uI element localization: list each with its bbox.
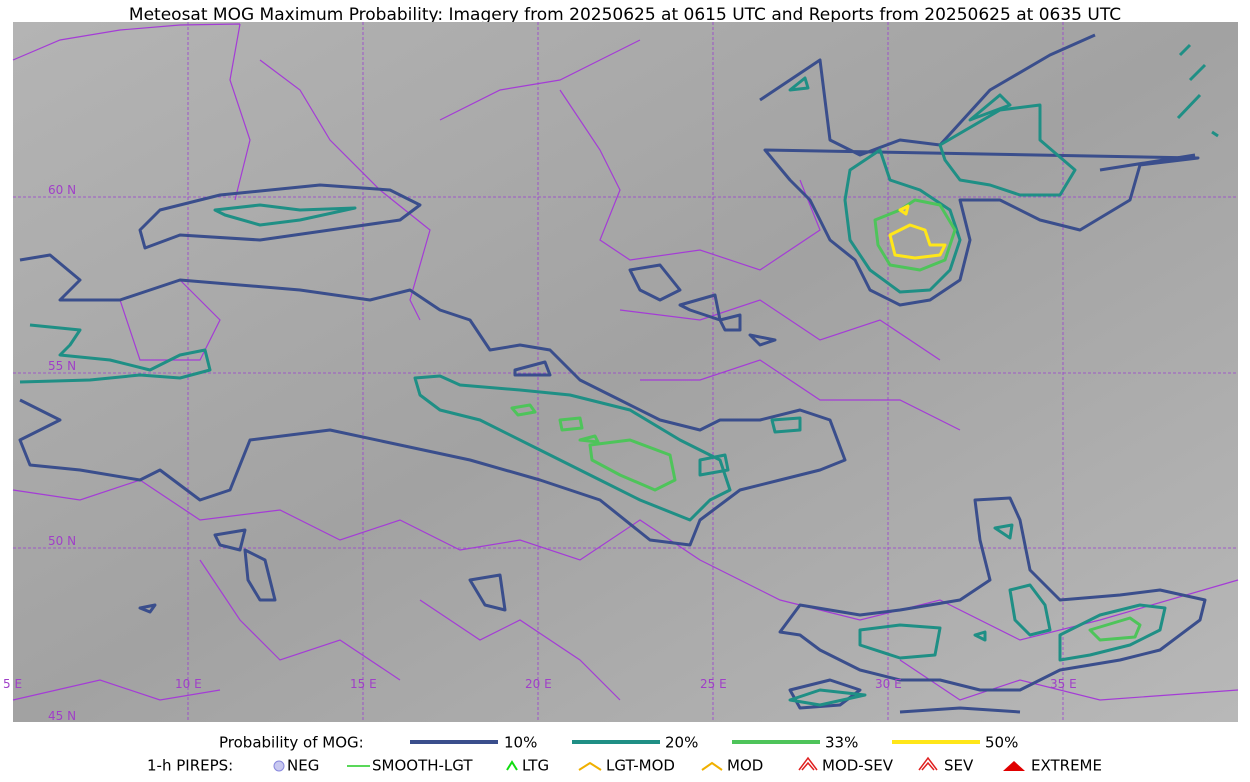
pirep-label: MOD	[727, 757, 763, 775]
pirep-icon	[578, 761, 602, 771]
pirep-icon	[506, 760, 518, 771]
legend-label: 20%	[665, 734, 698, 752]
legend-label: 33%	[825, 734, 858, 752]
pirep-label: LGT-MOD	[606, 757, 675, 775]
legend-title: Probability of MOG:	[219, 734, 364, 752]
lon-label: 35 E	[1050, 677, 1077, 691]
pirep-label: SEV	[944, 757, 974, 775]
pirep-icon	[273, 760, 285, 772]
pirep-label: EXTREME	[1031, 757, 1102, 775]
pirep-label: SMOOTH-LGT	[372, 757, 473, 775]
lon-label: 15 E	[350, 677, 377, 691]
legend: Probability of MOG: 10% 20% 33% 50% 1-h …	[147, 734, 1102, 775]
pirep-icon	[918, 756, 938, 771]
pirep-label: MOD-SEV	[822, 757, 894, 775]
legend-label: 10%	[504, 734, 537, 752]
lon-label: 5 E	[3, 677, 22, 691]
lon-label: 25 E	[700, 677, 727, 691]
satellite-image	[13, 22, 1238, 722]
lon-labels: 5 E 10 E 15 E 20 E 25 E 30 E 35 E	[3, 677, 1077, 691]
lat-label: 45 N	[48, 709, 76, 723]
pirep-icon	[798, 756, 818, 771]
lat-label: 55 N	[48, 359, 76, 373]
lat-labels: 60 N 55 N 50 N 45 N	[48, 183, 76, 723]
pirep-label: LTG	[522, 757, 549, 775]
pireps-title: 1-h PIREPS:	[147, 757, 233, 775]
lat-label: 50 N	[48, 534, 76, 548]
pirep-icon	[1003, 761, 1025, 771]
graticule	[13, 22, 1238, 722]
lon-label: 10 E	[175, 677, 202, 691]
lat-label: 60 N	[48, 183, 76, 197]
legend-label: 50%	[985, 734, 1018, 752]
title: Meteosat MOG Maximum Probability: Imager…	[129, 5, 1121, 25]
contours	[18, 33, 1219, 714]
lon-label: 20 E	[525, 677, 552, 691]
map: 60 N 55 N 50 N 45 N 5 E 10 E 15 E 20 E 2…	[3, 22, 1239, 723]
pirep-label: NEG	[287, 757, 319, 775]
borders	[12, 23, 1239, 701]
lon-label: 30 E	[875, 677, 902, 691]
pirep-icon	[701, 761, 723, 771]
